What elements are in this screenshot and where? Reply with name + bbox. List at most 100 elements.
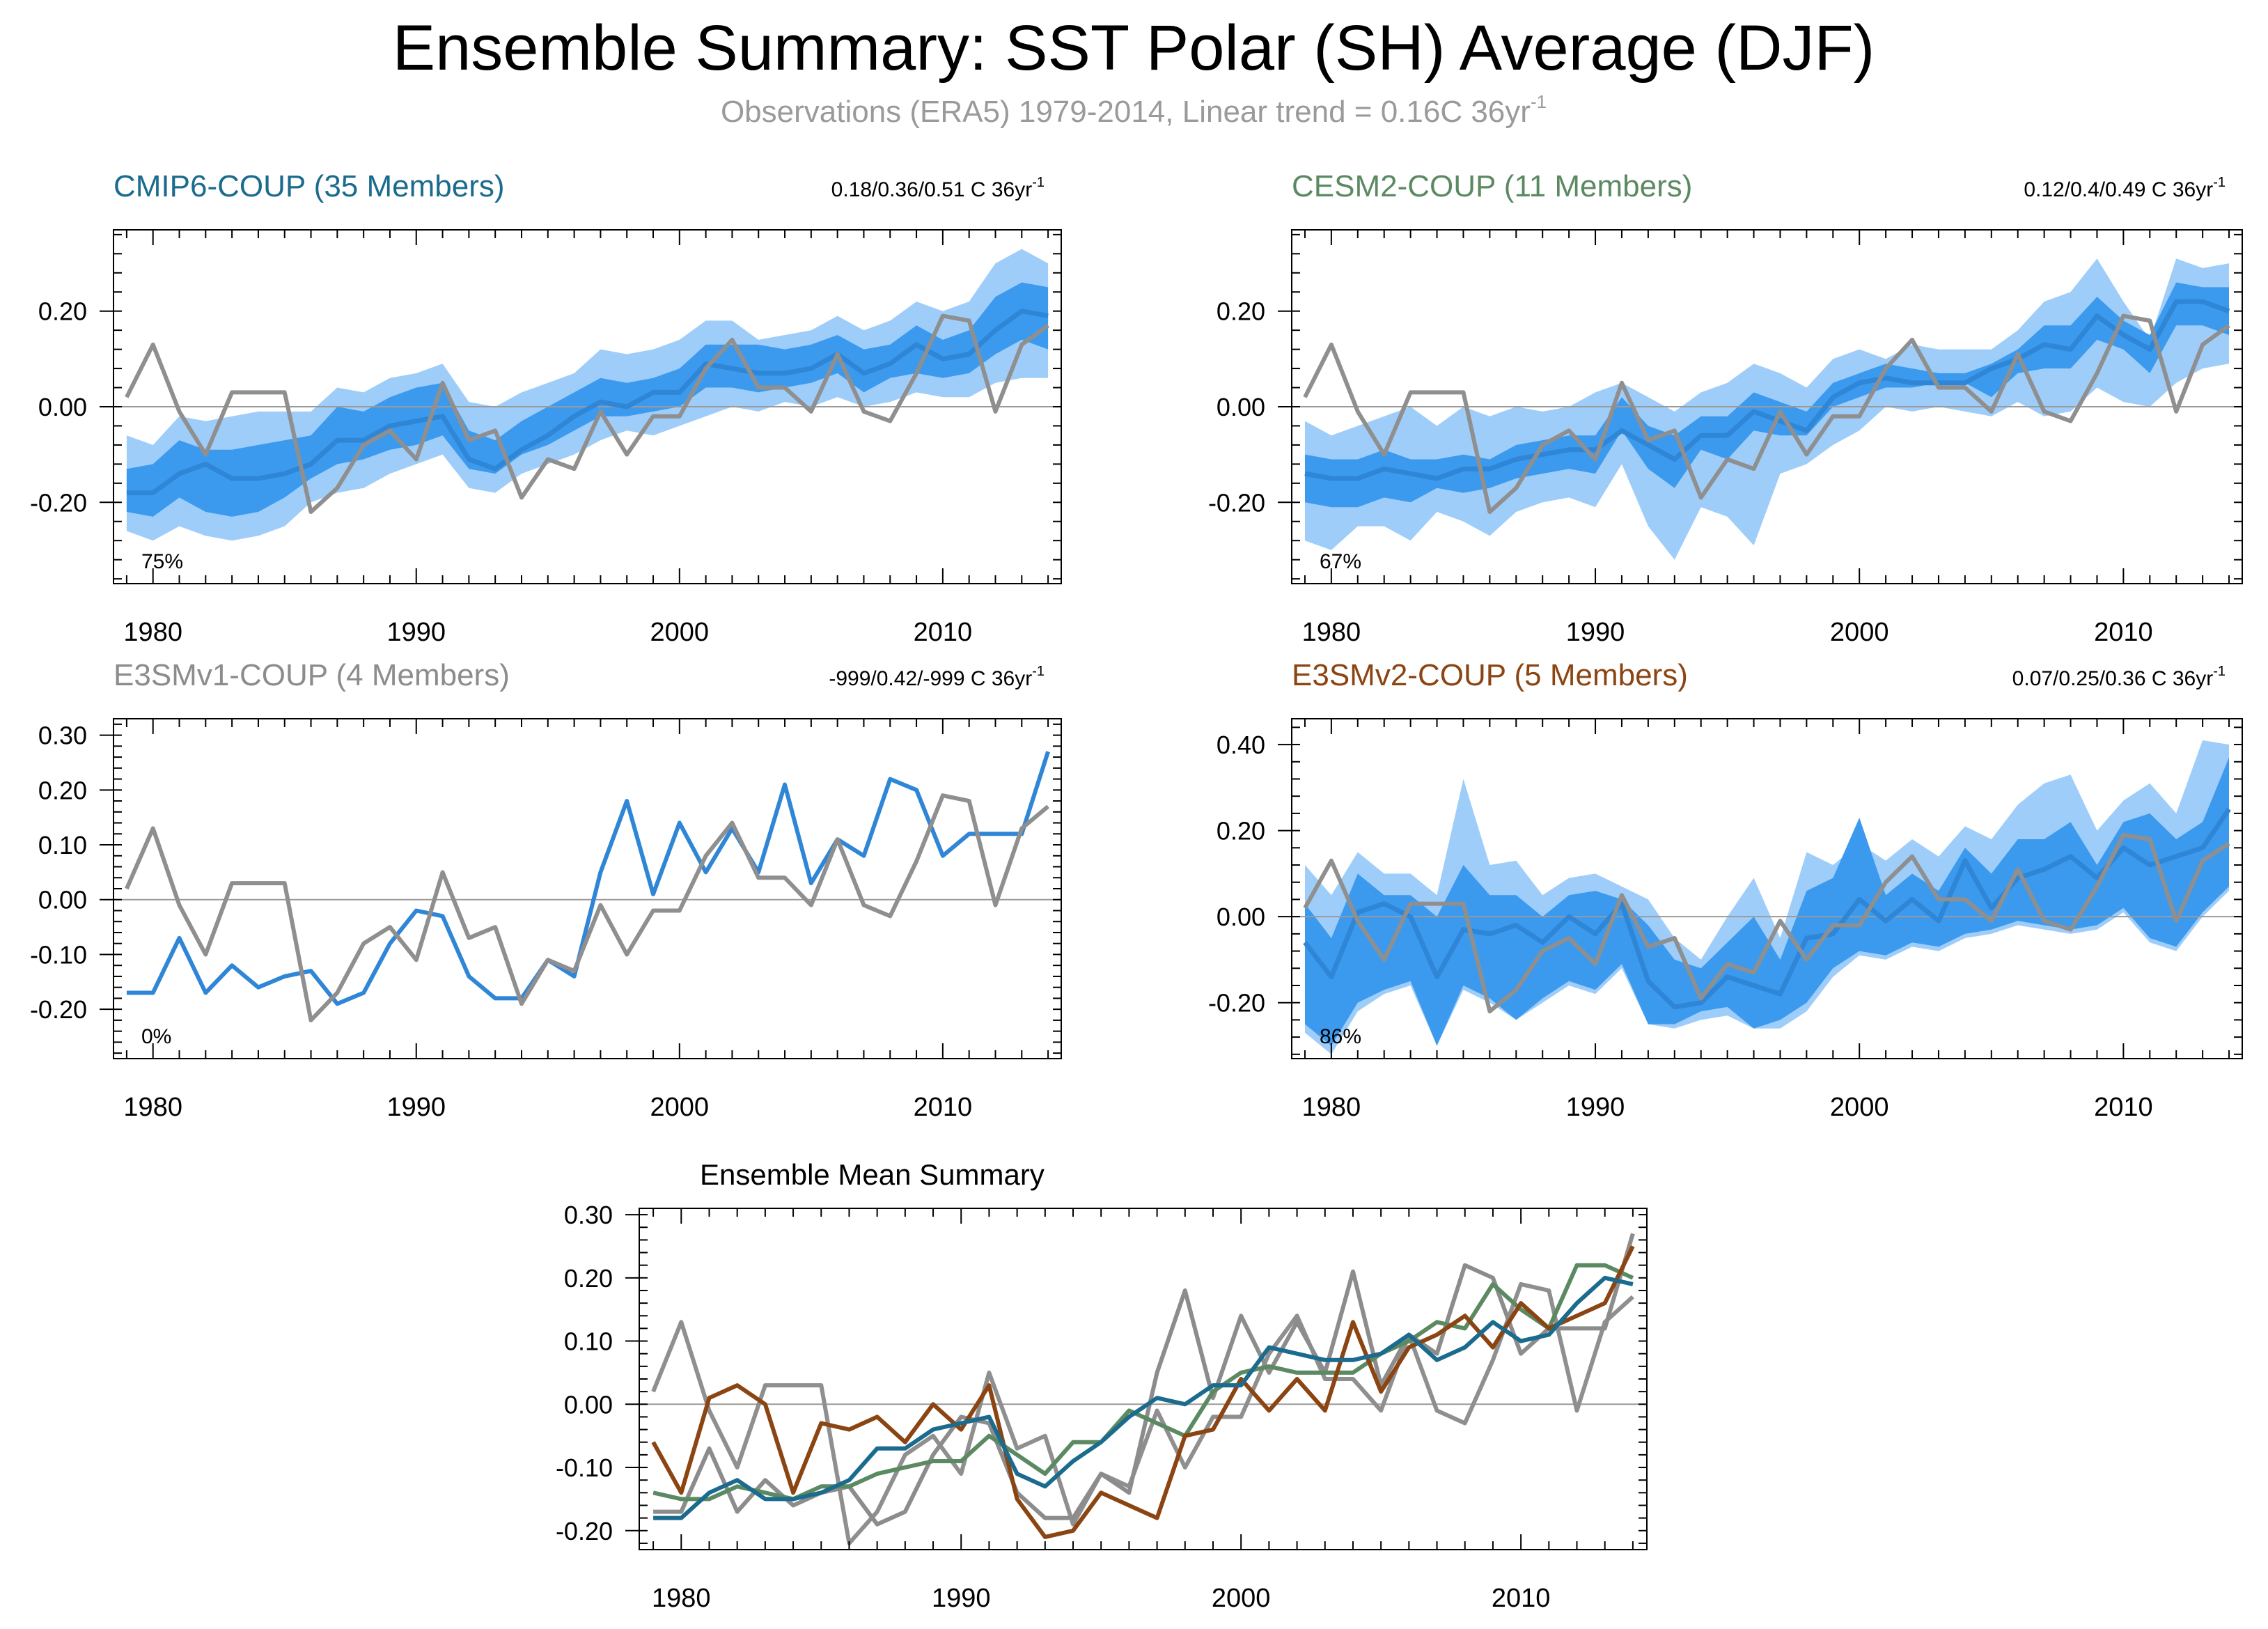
- y-tick-label: -0.20: [1208, 488, 1265, 517]
- y-axis: -0.20 0.00 0.20 0.40: [1208, 726, 2242, 1055]
- figure-subtitle: Observations (ERA5) 1979-2014, Linear tr…: [721, 91, 1547, 129]
- x-tick-label: 1990: [386, 618, 446, 647]
- y-tick-label: -0.20: [30, 488, 87, 517]
- trend-label: 0.12/0.4/0.49 C 36yr-1: [2024, 175, 2226, 201]
- x-tick-label: 1990: [1566, 618, 1625, 647]
- x-axis: 1980 1990 2000 2010: [1302, 719, 2230, 1122]
- x-axis: 1980 1990 2000 2010: [652, 1208, 1634, 1613]
- series-line-cmip6-observations-era5-: [125, 313, 1049, 514]
- x-tick-label: 2010: [2094, 618, 2153, 647]
- x-tick-label: 1980: [1302, 618, 1361, 647]
- x-tick-label: 1990: [1566, 1093, 1625, 1122]
- y-axis: -0.20 0.00 0.20: [1208, 233, 2242, 580]
- percent-label: 0%: [141, 1025, 171, 1048]
- series-line-cesm2-cesm2-coup: [1304, 299, 2230, 481]
- panel-title: E3SMv1-COUP (4 Members): [114, 658, 510, 692]
- y-axis: -0.20 0.00 0.20: [30, 233, 1061, 580]
- y-tick-label: 0.00: [38, 393, 87, 421]
- trend-label: 0.07/0.25/0.36 C 36yr-1: [2012, 664, 2226, 690]
- y-tick-label: 0.30: [38, 722, 87, 750]
- plot-area: [639, 1233, 1647, 1545]
- inner-band-cesm2: [1305, 282, 2229, 508]
- panels: 1980 1990 2000 2010 -0.20 0.00 0.20 CMIP6-COUP …: [30, 169, 2243, 1613]
- panel-e3smv1: 1980 1990 2000 2010 -0.20 -0.10 0.00 0.10 0.20 0.…: [30, 658, 1062, 1122]
- y-tick-label: 0.00: [38, 886, 87, 914]
- y-tick-label: -0.20: [30, 995, 87, 1024]
- percent-label: 86%: [1320, 1025, 1361, 1048]
- trend-text: 0.12/0.4/0.49 C 36yr: [2024, 178, 2213, 201]
- x-axis: 1980 1990 2000 2010: [1302, 230, 2230, 647]
- series-line-summary-cmip6-coup: [653, 1275, 1634, 1520]
- plot-area: [1292, 740, 2242, 1054]
- trend-label: -999/0.42/-999 C 36yr-1: [829, 664, 1045, 690]
- x-tick-label: 2000: [650, 1093, 710, 1122]
- panel-title: CMIP6-COUP (35 Members): [114, 169, 505, 203]
- trend-text: -999/0.42/-999 C 36yr: [829, 667, 1032, 690]
- x-tick-label: 2000: [1212, 1584, 1271, 1613]
- plot-area: [1292, 258, 2242, 560]
- y-axis: -0.20 -0.10 0.00 0.10 0.20 0.30: [556, 1201, 1647, 1545]
- panel-e3smv2: 1980 1990 2000 2010 -0.20 0.00 0.20 0.40 E3SMv2-…: [1208, 658, 2243, 1122]
- y-axis: -0.20 -0.10 0.00 0.10 0.20 0.30: [30, 722, 1061, 1054]
- trend-sup: -1: [2213, 175, 2226, 190]
- series-line-cesm2-observations-era5-: [1303, 313, 2230, 514]
- percent-label: 75%: [141, 550, 183, 573]
- y-tick-label: 0.20: [564, 1264, 613, 1293]
- y-tick-label: 0.20: [1217, 817, 1265, 845]
- x-tick-label: 1990: [932, 1584, 991, 1613]
- inner-band-e3smv2: [1305, 757, 2229, 1046]
- trend-text: 0.07/0.25/0.36 C 36yr: [2012, 667, 2214, 690]
- x-axis: 1980 1990 2000 2010: [123, 719, 1049, 1122]
- y-tick-label: 0.00: [1217, 903, 1265, 931]
- figure-title: Ensemble Summary: SST Polar (SH) Average…: [393, 13, 1875, 84]
- trend-sup: -1: [1032, 664, 1045, 679]
- plot-area: [114, 751, 1061, 1022]
- x-tick-label: 1990: [386, 1093, 446, 1122]
- x-tick-label: 2000: [650, 618, 710, 647]
- x-tick-label: 1980: [123, 1093, 182, 1122]
- figure-subtitle-sup: -1: [1531, 91, 1547, 112]
- series-line-summary-e3smv2-coup: [651, 1245, 1635, 1539]
- x-tick-label: 2010: [914, 1093, 973, 1122]
- figure-subtitle-text: Observations (ERA5) 1979-2014, Linear tr…: [721, 95, 1531, 129]
- x-tick-label: 2000: [1830, 1093, 1889, 1122]
- plot-frame: [1291, 718, 2243, 1059]
- series-line-e3smv2-e3smv2-coup: [1303, 807, 2231, 1010]
- series-line-e3smv1-e3smv1-coup: [126, 751, 1050, 1006]
- x-tick-label: 1980: [1302, 1093, 1361, 1122]
- trend-sup: -1: [1032, 175, 1045, 190]
- y-tick-label: -0.20: [556, 1517, 613, 1545]
- y-tick-label: 0.40: [1217, 731, 1265, 759]
- x-tick-label: 1980: [123, 618, 182, 647]
- panel-title: E3SMv2-COUP (5 Members): [1292, 658, 1688, 692]
- y-tick-label: 0.20: [1217, 297, 1265, 326]
- series-line-e3smv1-observations-era5-: [125, 793, 1050, 1022]
- x-tick-label: 2010: [1492, 1584, 1551, 1613]
- x-tick-label: 2010: [2094, 1093, 2153, 1122]
- x-tick-label: 2010: [914, 618, 973, 647]
- y-tick-label: 0.10: [38, 831, 87, 859]
- series-line-e3smv2-observations-era5-: [1303, 832, 2230, 1014]
- y-tick-label: -0.10: [556, 1453, 613, 1482]
- trend-label: 0.18/0.36/0.51 C 36yr-1: [831, 175, 1045, 201]
- panel-cmip6: 1980 1990 2000 2010 -0.20 0.00 0.20 CMIP6-COUP …: [30, 169, 1062, 647]
- y-tick-label: -0.20: [1208, 989, 1265, 1018]
- percent-label: 67%: [1320, 550, 1361, 573]
- y-tick-label: 0.00: [1217, 393, 1265, 421]
- panel-summary: 1980 1990 2000 2010 -0.20 -0.10 0.00 0.10 0.20 0.…: [556, 1158, 1648, 1613]
- series-line-summary-observations-era5-: [651, 1281, 1634, 1545]
- y-tick-label: 0.00: [564, 1390, 613, 1419]
- trend-text: 0.18/0.36/0.51 C 36yr: [831, 178, 1033, 201]
- panel-title: Ensemble Mean Summary: [700, 1158, 1045, 1191]
- y-tick-label: 0.30: [564, 1201, 613, 1229]
- y-tick-label: 0.20: [38, 297, 87, 326]
- trend-sup: -1: [2213, 664, 2226, 679]
- panel-cesm2: 1980 1990 2000 2010 -0.20 0.00 0.20 CESM2-COUP …: [1208, 169, 2243, 647]
- plot-area: [114, 249, 1061, 541]
- y-tick-label: -0.10: [30, 940, 87, 969]
- x-axis: 1980 1990 2000 2010: [123, 230, 1049, 647]
- x-tick-label: 2000: [1830, 618, 1889, 647]
- panel-title: CESM2-COUP (11 Members): [1292, 169, 1692, 203]
- y-tick-label: 0.20: [38, 776, 87, 804]
